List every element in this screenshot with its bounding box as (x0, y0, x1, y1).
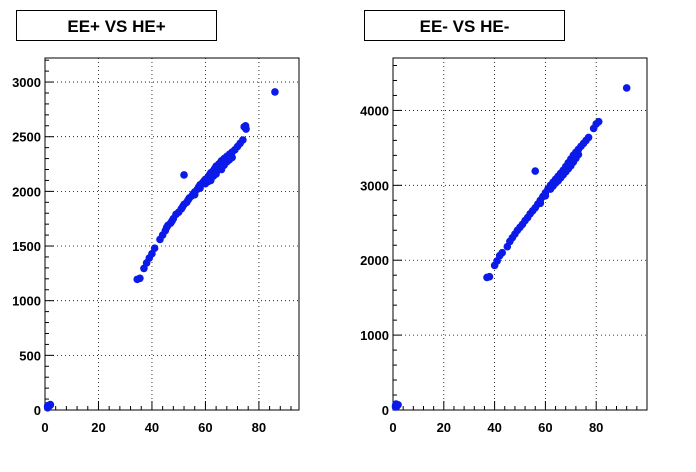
plot-area-left (45, 58, 299, 410)
data-point-right (541, 192, 550, 200)
data-point-right (536, 199, 545, 208)
y-tick-label-left: 1000 (12, 294, 41, 309)
y-tick-label-right: 4000 (360, 103, 389, 118)
data-point-right (392, 400, 400, 408)
data-point-right (594, 117, 603, 126)
x-tick-label-right: 60 (538, 420, 552, 435)
data-point-left (196, 184, 204, 192)
y-tick-label-right: 0 (382, 403, 389, 418)
data-point-left (46, 400, 55, 409)
data-point-right (622, 84, 631, 92)
x-tick-label-left: 0 (41, 420, 48, 435)
data-point-left (239, 136, 247, 144)
y-tick-label-right: 3000 (360, 178, 389, 193)
data-point-left (212, 170, 220, 178)
data-point-right (531, 167, 540, 175)
x-tick-label-left: 80 (252, 420, 266, 435)
plot-area-right (393, 58, 647, 410)
x-tick-label-right: 80 (589, 420, 603, 435)
x-tick-label-left: 60 (198, 420, 212, 435)
data-point-right (498, 248, 507, 257)
y-tick-label-right: 2000 (360, 253, 389, 268)
plot-frame-right (392, 57, 648, 411)
chart-title-left: EE+ VS HE+ (16, 10, 217, 41)
y-tick-label-left: 2000 (12, 184, 41, 199)
y-tick-label-right: 1000 (360, 328, 389, 343)
x-tick-label-right: 40 (487, 420, 501, 435)
data-point-left (150, 244, 159, 253)
y-tick-label-left: 3000 (12, 75, 41, 90)
data-point-left (180, 171, 188, 179)
x-tick-label-right: 20 (437, 420, 451, 435)
x-tick-label-right: 0 (389, 420, 396, 435)
data-point-left (242, 125, 250, 133)
y-tick-label-left: 500 (19, 348, 41, 363)
y-tick-label-left: 1500 (12, 239, 41, 254)
plot-frame-left (44, 57, 300, 411)
data-point-left (136, 274, 144, 283)
data-point-left (190, 190, 199, 199)
data-point-right (574, 150, 583, 159)
chart-title-right: EE- VS HE- (364, 10, 565, 41)
data-point-left (271, 88, 279, 96)
x-tick-label-left: 20 (91, 420, 105, 435)
y-tick-label-left: 2500 (12, 130, 41, 145)
data-point-right (584, 133, 593, 142)
x-tick-label-left: 40 (145, 420, 159, 435)
data-point-right (485, 272, 494, 281)
data-point-left (204, 177, 212, 186)
y-tick-label-left: 0 (34, 403, 41, 418)
data-point-left (228, 153, 236, 162)
